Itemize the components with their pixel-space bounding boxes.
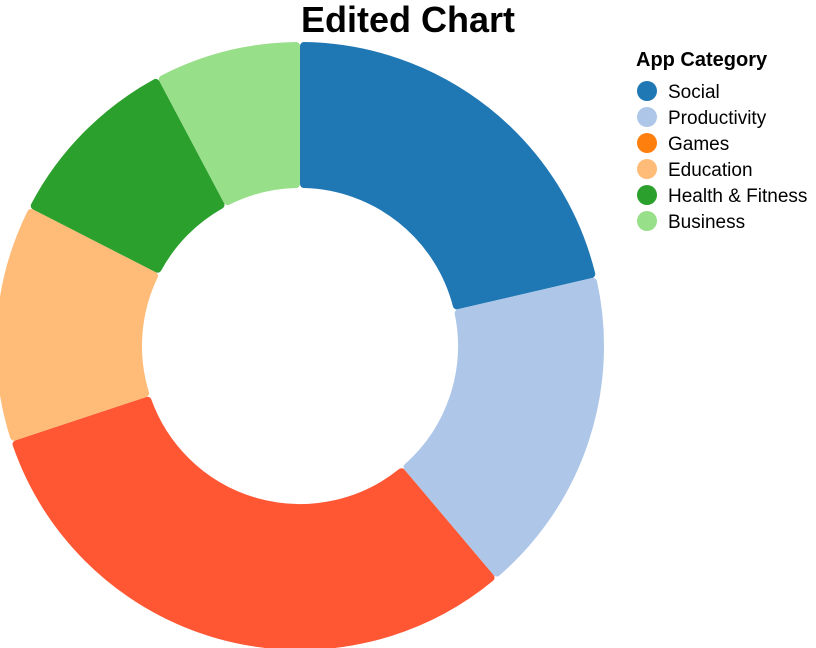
slice-unlabeled-2: [17, 401, 491, 646]
legend-label-games: Games: [668, 134, 729, 155]
legend-swatch-productivity: [637, 107, 657, 127]
legend-label-productivity: Productivity: [668, 108, 767, 129]
legend-label-social: Social: [668, 82, 720, 103]
legend-item-games: Games: [637, 133, 729, 155]
legend-swatch-education: [637, 159, 657, 179]
legend-swatch-social: [637, 81, 657, 101]
legend-label-business: Business: [668, 212, 745, 233]
chart-title: Edited Chart: [301, 0, 515, 40]
legend-swatch-health-fitness: [637, 185, 657, 205]
legend-label-education: Education: [668, 160, 753, 181]
legend-entries: Social Productivity Games Education Health &…: [637, 81, 807, 233]
slice-social: [304, 46, 591, 305]
legend-item-business: Business: [637, 211, 745, 233]
legend-swatch-business: [637, 211, 657, 231]
legend: App Category Social Productivity Games Educ…: [636, 49, 807, 233]
legend-item-health-fitness: Health & Fitness: [637, 185, 807, 207]
legend-title: App Category: [636, 49, 768, 71]
donut-slices: [0, 46, 600, 646]
legend-item-social: Social: [637, 81, 720, 103]
legend-label-health-fitness: Health & Fitness: [668, 186, 807, 207]
legend-item-productivity: Productivity: [637, 107, 767, 129]
legend-item-education: Education: [637, 159, 753, 181]
legend-swatch-games: [637, 133, 657, 153]
